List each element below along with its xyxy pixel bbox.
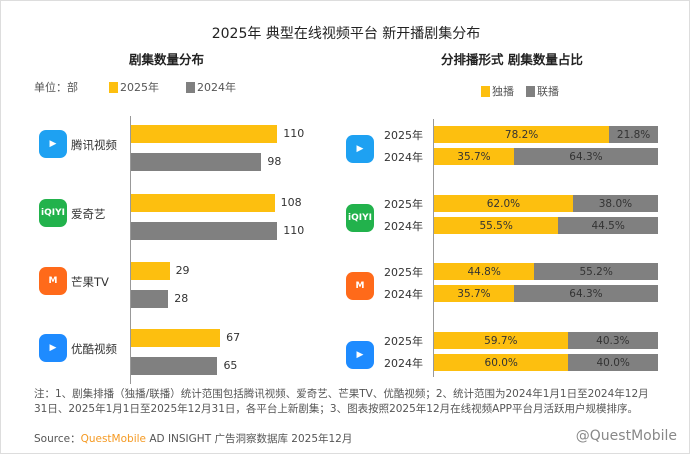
data-label: 29 [175,264,190,277]
year-label: 2025年 [384,266,423,279]
year-label: 2024年 [384,151,423,164]
mgtv-icon: M [39,267,67,295]
source: Source：QuestMobile AD INSIGHT 广告洞察数据库 20… [34,433,353,445]
footnote: 注：1、剧集排播（独播/联播）统计范围包括腾讯视频、爱奇艺、芒果TV、优酷视频；… [34,388,649,415]
year-label: 2024年 [384,357,423,370]
segment-joint: 44.5% [558,217,658,234]
legend-2025: 2025年 [109,79,159,95]
bar-2024 [131,290,169,308]
platform-label: 芒果TV [71,275,109,289]
legend-exclusive: 独播 [481,83,514,99]
year-label: 2025年 [384,198,423,211]
segment-joint: 38.0% [572,195,658,212]
right-axis [433,119,434,377]
segment-joint: 40.0% [568,354,658,371]
bar-2025 [131,262,170,280]
data-label: 108 [280,196,302,209]
segment-joint: 21.8% [609,126,658,143]
right-chart-title: 分排播形式 剧集数量占比 [441,52,583,67]
segment-joint: 64.3% [513,285,658,302]
bar-2024 [131,222,278,240]
tencent-video-icon: ▶ [346,135,374,163]
chart-title: 2025年 典型在线视频平台 新开播剧集分布 [211,26,481,42]
year-label: 2024年 [384,288,423,301]
mgtv-icon: M [346,272,374,300]
left-axis [130,116,131,384]
data-label: 98 [267,155,282,168]
data-label: 28 [174,292,189,305]
legend-joint: 联播 [526,83,559,99]
bar-2025 [131,194,275,212]
data-label: 67 [226,331,241,344]
iqiyi-icon: iQIYI [346,204,374,232]
year-label: 2024年 [384,220,423,233]
watermark: @QuestMobile [575,428,677,444]
iqiyi-icon: iQIYI [39,199,67,227]
platform-label: 腾讯视频 [71,138,117,152]
segment-exclusive: 55.5% [434,217,559,234]
bar-2025 [131,329,221,347]
unit-label: 单位：部 [34,81,78,94]
data-label: 110 [283,127,305,140]
data-label: 110 [283,224,305,237]
youku-icon: ▶ [39,334,67,362]
segment-joint: 64.3% [513,148,658,165]
segment-exclusive: 44.8% [434,263,535,280]
segment-exclusive: 78.2% [434,126,610,143]
year-label: 2025年 [384,335,423,348]
segment-joint: 55.2% [534,263,658,280]
platform-label: 爱奇艺 [71,207,106,221]
segment-exclusive: 60.0% [434,354,569,371]
platform-label: 优酷视频 [71,342,117,356]
segment-joint: 40.3% [567,332,658,349]
segment-exclusive: 62.0% [434,195,573,212]
bar-2024 [131,357,218,375]
segment-exclusive: 35.7% [434,148,514,165]
segment-exclusive: 35.7% [434,285,514,302]
left-chart-title: 剧集数量分布 [129,52,205,67]
tencent-video-icon: ▶ [39,130,67,158]
year-label: 2025年 [384,129,423,142]
youku-icon: ▶ [346,341,374,369]
bar-2025 [131,125,278,143]
legend-2024: 2024年 [186,79,236,95]
segment-exclusive: 59.7% [434,332,568,349]
bar-2024 [131,153,262,171]
data-label: 65 [223,359,238,372]
